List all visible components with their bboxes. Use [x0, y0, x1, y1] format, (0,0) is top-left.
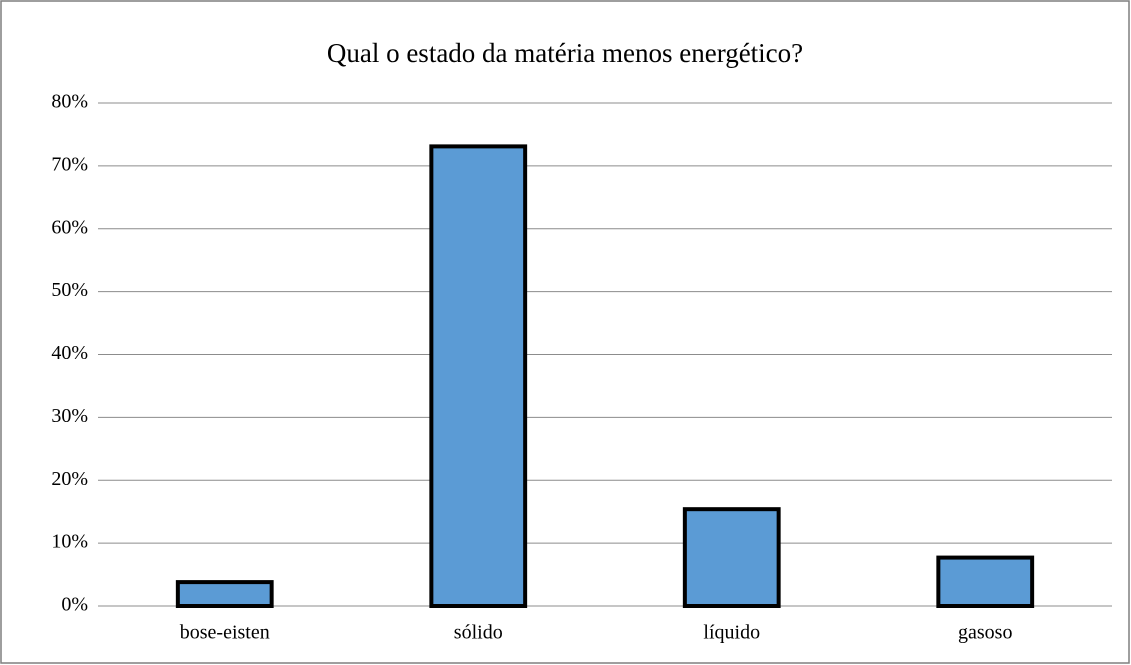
x-tick-label: bose-eisten — [180, 622, 270, 644]
y-tick-label: 40% — [51, 342, 88, 364]
y-tick-label: 20% — [51, 468, 88, 490]
bar — [429, 144, 528, 608]
y-tick-label: 70% — [51, 153, 88, 175]
y-tick-label: 80% — [51, 91, 88, 113]
y-tick-label: 0% — [61, 594, 88, 616]
bar — [175, 580, 274, 608]
y-tick-label: 10% — [51, 531, 88, 553]
chart-title: Qual o estado da matéria menos energétic… — [327, 38, 803, 68]
x-tick-label: gasoso — [958, 622, 1012, 644]
y-tick-label: 30% — [51, 405, 88, 427]
x-tick-label: sólido — [454, 622, 503, 644]
bar — [682, 507, 781, 608]
x-tick-label: líquido — [703, 622, 760, 644]
y-tick-label: 50% — [51, 279, 88, 301]
bar — [936, 555, 1035, 608]
y-tick-label: 60% — [51, 216, 88, 238]
